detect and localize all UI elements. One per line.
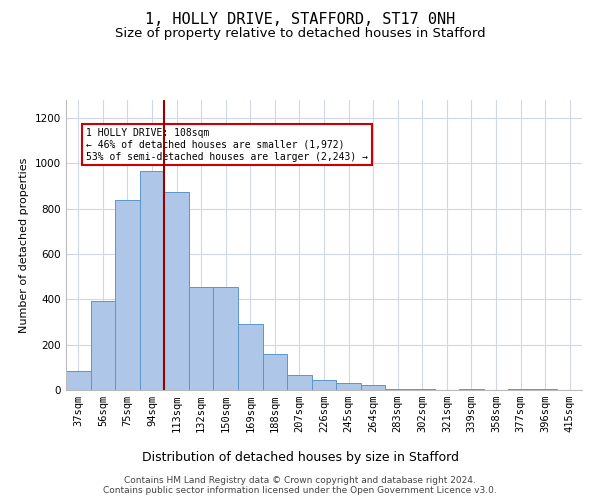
Text: Distribution of detached houses by size in Stafford: Distribution of detached houses by size …	[142, 451, 458, 464]
Text: 1 HOLLY DRIVE: 108sqm
← 46% of detached houses are smaller (1,972)
53% of semi-d: 1 HOLLY DRIVE: 108sqm ← 46% of detached …	[86, 128, 368, 162]
Text: 1, HOLLY DRIVE, STAFFORD, ST17 0NH: 1, HOLLY DRIVE, STAFFORD, ST17 0NH	[145, 12, 455, 28]
Bar	[66, 370, 91, 390]
Y-axis label: Number of detached properties: Number of detached properties	[19, 158, 29, 332]
Bar	[385, 389, 410, 390]
Bar	[140, 172, 164, 390]
Text: Size of property relative to detached houses in Stafford: Size of property relative to detached ho…	[115, 28, 485, 40]
Bar	[312, 380, 336, 390]
Bar	[533, 389, 557, 390]
Bar	[238, 324, 263, 390]
Bar	[91, 300, 115, 390]
Bar	[410, 389, 434, 390]
Bar	[287, 376, 312, 390]
Bar	[189, 287, 214, 390]
Bar	[336, 383, 361, 390]
Bar	[263, 354, 287, 390]
Bar	[115, 200, 140, 390]
Bar	[361, 386, 385, 390]
Bar	[164, 192, 189, 390]
Bar	[508, 389, 533, 390]
Bar	[214, 287, 238, 390]
Text: Contains HM Land Registry data © Crown copyright and database right 2024.
Contai: Contains HM Land Registry data © Crown c…	[103, 476, 497, 495]
Bar	[459, 389, 484, 390]
